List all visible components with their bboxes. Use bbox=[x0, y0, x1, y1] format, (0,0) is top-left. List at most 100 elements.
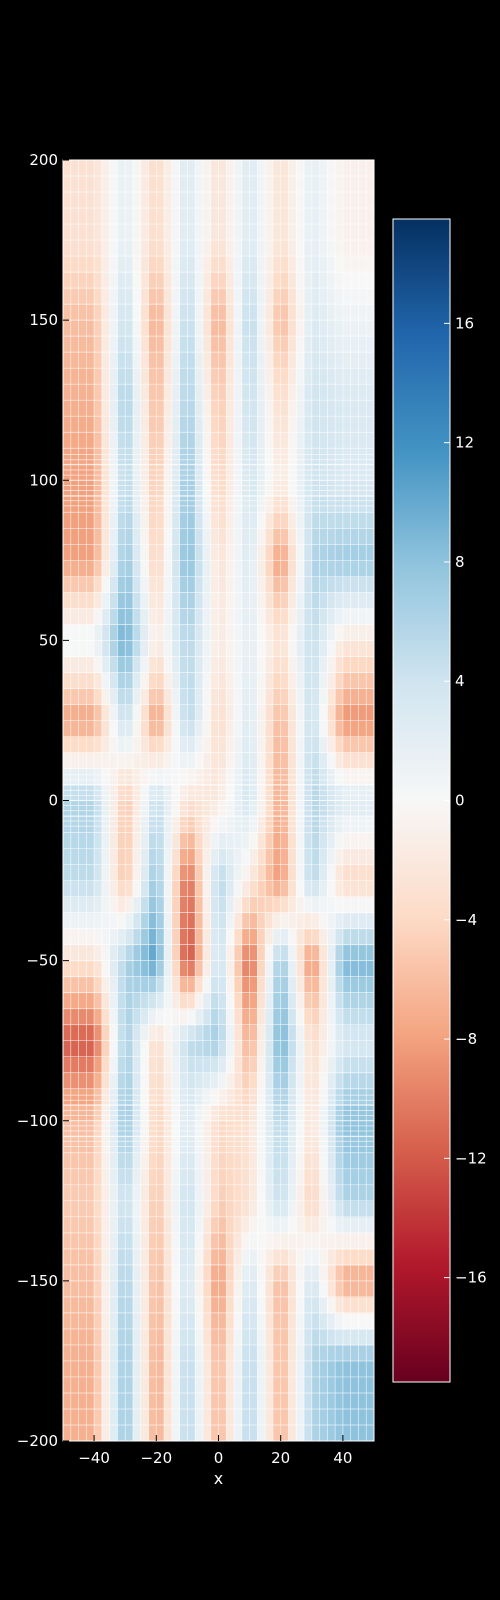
heatmap-cell bbox=[311, 336, 321, 353]
heatmap-cell bbox=[117, 816, 126, 834]
heatmap-cell bbox=[358, 928, 367, 946]
heatmap-cell bbox=[226, 640, 235, 657]
heatmap-cell bbox=[280, 416, 290, 433]
heatmap-cell bbox=[78, 896, 87, 914]
heatmap-cell bbox=[125, 624, 134, 641]
heatmap-cell bbox=[342, 640, 352, 657]
heatmap-cell bbox=[117, 1120, 126, 1138]
heatmap-cell bbox=[187, 160, 196, 177]
heatmap-cell bbox=[140, 1168, 150, 1186]
heatmap-cell bbox=[280, 752, 290, 770]
heatmap-cell bbox=[226, 624, 235, 641]
heatmap-cell bbox=[86, 256, 95, 273]
heatmap-cell bbox=[171, 1008, 181, 1026]
heatmap-cell bbox=[132, 1360, 142, 1378]
heatmap-cell bbox=[350, 688, 360, 706]
heatmap-cell bbox=[109, 208, 119, 225]
heatmap-cell bbox=[148, 1248, 157, 1266]
heatmap-cell bbox=[140, 1424, 150, 1441]
heatmap-cell bbox=[304, 1312, 313, 1330]
heatmap-cell bbox=[101, 624, 111, 641]
heatmap-cell bbox=[257, 1280, 266, 1298]
heatmap-cell bbox=[164, 912, 173, 930]
heatmap-cell bbox=[148, 560, 157, 577]
heatmap-cell bbox=[109, 560, 119, 577]
heatmap-cell bbox=[218, 352, 227, 369]
heatmap-cell bbox=[350, 768, 360, 786]
heatmap-cell bbox=[249, 1360, 258, 1378]
heatmap-cell bbox=[241, 256, 251, 273]
heatmap-cell bbox=[304, 496, 313, 513]
heatmap-cell bbox=[195, 1280, 204, 1298]
heatmap-cell bbox=[335, 784, 344, 802]
heatmap-cell bbox=[234, 944, 243, 962]
heatmap-cell bbox=[101, 1088, 111, 1106]
heatmap-cell bbox=[265, 736, 274, 754]
heatmap-cell bbox=[311, 384, 321, 401]
heatmap-cell bbox=[358, 816, 367, 834]
heatmap-cell bbox=[171, 848, 181, 866]
heatmap-cell bbox=[179, 912, 188, 930]
heatmap-cell bbox=[132, 656, 142, 673]
heatmap-cell bbox=[311, 1280, 321, 1298]
heatmap-cell bbox=[132, 1104, 142, 1122]
heatmap-cell bbox=[265, 1152, 274, 1170]
heatmap-cell bbox=[101, 880, 111, 898]
heatmap-cell bbox=[241, 384, 251, 401]
heatmap-cell bbox=[288, 368, 297, 385]
heatmap-cell bbox=[70, 1040, 80, 1058]
heatmap-cell bbox=[109, 512, 119, 529]
heatmap-cell bbox=[319, 704, 328, 722]
heatmap-cell bbox=[280, 688, 290, 706]
heatmap-cell bbox=[70, 448, 80, 465]
heatmap-cell bbox=[342, 1008, 352, 1026]
heatmap-cell bbox=[288, 1264, 297, 1282]
heatmap-cell bbox=[125, 1360, 134, 1378]
heatmap-cell bbox=[109, 224, 119, 241]
heatmap-cell bbox=[358, 992, 367, 1010]
heatmap-cell bbox=[342, 928, 352, 946]
heatmap-cell bbox=[366, 480, 374, 497]
heatmap-cell bbox=[195, 304, 204, 321]
heatmap-cell bbox=[78, 352, 87, 369]
heatmap-cell bbox=[311, 512, 321, 529]
heatmap-cell bbox=[234, 1328, 243, 1346]
heatmap-cell bbox=[249, 976, 258, 994]
heatmap-cell bbox=[327, 624, 336, 641]
heatmap-cell bbox=[94, 720, 103, 738]
heatmap-cell bbox=[366, 192, 374, 209]
heatmap-cell bbox=[195, 208, 204, 225]
heatmap-cell bbox=[234, 768, 243, 786]
heatmap-cell bbox=[109, 1280, 119, 1298]
heatmap-cell bbox=[109, 1312, 119, 1330]
heatmap-cell bbox=[304, 304, 313, 321]
heatmap-cell bbox=[350, 992, 360, 1010]
heatmap-cell bbox=[171, 976, 181, 994]
heatmap-cell bbox=[109, 832, 119, 850]
heatmap-cell bbox=[304, 992, 313, 1010]
heatmap-cell bbox=[296, 704, 305, 722]
heatmap-cell bbox=[272, 352, 282, 369]
heatmap-cell bbox=[171, 1056, 181, 1074]
heatmap-cell bbox=[117, 496, 126, 513]
heatmap-cell bbox=[335, 352, 344, 369]
heatmap-cell bbox=[86, 1296, 95, 1314]
heatmap-cell bbox=[319, 224, 328, 241]
heatmap-cell bbox=[335, 576, 344, 593]
heatmap-cell bbox=[304, 1344, 313, 1362]
heatmap-cell bbox=[249, 272, 258, 289]
heatmap-cell bbox=[125, 448, 134, 465]
heatmap-cell bbox=[78, 608, 87, 625]
heatmap-cell bbox=[218, 560, 227, 577]
heatmap-cell bbox=[179, 816, 188, 834]
heatmap-cell bbox=[327, 688, 336, 706]
heatmap-cell bbox=[140, 656, 150, 673]
heatmap-cell bbox=[304, 784, 313, 802]
heatmap-cell bbox=[234, 464, 243, 481]
heatmap-cell bbox=[288, 896, 297, 914]
heatmap-cell bbox=[265, 208, 274, 225]
heatmap-cell bbox=[132, 1264, 142, 1282]
heatmap-cell bbox=[296, 1072, 305, 1090]
heatmap-cell bbox=[179, 544, 188, 561]
heatmap-cell bbox=[195, 480, 204, 497]
